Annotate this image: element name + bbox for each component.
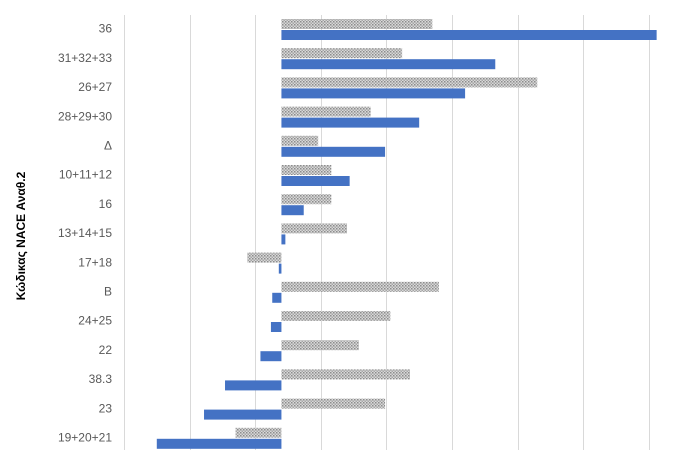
bar-solid [156,438,282,449]
category-label: 38.3 [89,372,113,386]
bar-solid [281,88,466,99]
category-label: 36 [99,22,113,36]
gridlines [124,15,650,450]
bar-dotted [281,194,332,205]
category-label: 24+25 [78,314,112,328]
bar-solid [281,117,420,128]
category-label: 26+27 [78,80,112,94]
bar-solid [281,234,286,245]
bar-dotted [281,77,538,88]
category-label: 31+32+33 [58,51,112,65]
bars [156,19,657,449]
bar-solid [281,176,350,186]
category-label: 23 [99,401,113,415]
bar-dotted [281,106,371,117]
category-label: 17+18 [78,255,112,269]
category-label: 13+14+15 [58,226,112,240]
bar-solid [272,292,282,303]
bar-solid [260,351,282,362]
bar-dotted [281,165,332,175]
bar-dotted [281,48,403,59]
bar-dotted [281,223,348,234]
bar-solid [281,146,386,157]
bar-solid [281,30,657,40]
bar-solid [225,380,282,391]
bar-dotted [281,369,410,380]
bar-dotted [281,311,391,321]
bar-dotted [281,281,439,292]
y-axis-title: Κώδικας NACE Αναθ.2 [14,171,28,300]
bar-dotted [281,340,359,351]
bar-dotted [281,19,433,29]
bar-solid [281,205,304,216]
category-label: Δ [104,138,112,152]
bar-dotted [235,427,282,438]
category-labels: 36 31+32+33 26+27 28+29+30 Δ 10+11+12 16 13+14+… [58,22,112,445]
bar-dotted [281,398,386,409]
category-label: Β [104,284,112,298]
category-label: 19+20+21 [58,430,112,444]
category-label: 22 [99,343,113,357]
bar-solid [278,263,282,274]
bar-solid [270,322,282,332]
bar-solid [281,59,496,70]
category-label: 10+11+12 [59,168,112,182]
bar-solid [204,409,282,420]
bar-dotted [247,252,282,263]
category-label: 16 [99,197,113,211]
bar-dotted [281,135,319,146]
category-label: 28+29+30 [58,109,112,123]
